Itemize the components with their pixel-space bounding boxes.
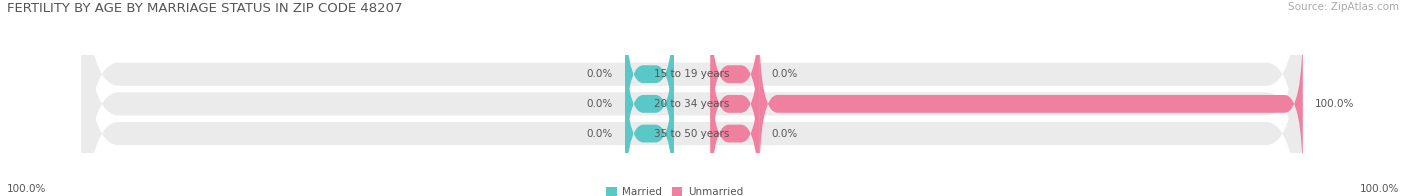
FancyBboxPatch shape (626, 0, 673, 154)
FancyBboxPatch shape (626, 24, 673, 184)
Text: 100.0%: 100.0% (7, 184, 46, 194)
Text: 0.0%: 0.0% (772, 129, 797, 139)
Legend: Married, Unmarried: Married, Unmarried (602, 183, 747, 196)
Text: FERTILITY BY AGE BY MARRIAGE STATUS IN ZIP CODE 48207: FERTILITY BY AGE BY MARRIAGE STATUS IN Z… (7, 2, 402, 15)
Text: Source: ZipAtlas.com: Source: ZipAtlas.com (1288, 2, 1399, 12)
Text: 0.0%: 0.0% (586, 99, 613, 109)
Text: 0.0%: 0.0% (586, 129, 613, 139)
Text: 20 to 34 years: 20 to 34 years (654, 99, 730, 109)
FancyBboxPatch shape (82, 0, 1303, 196)
FancyBboxPatch shape (82, 0, 1303, 196)
FancyBboxPatch shape (710, 53, 759, 196)
FancyBboxPatch shape (82, 0, 1303, 196)
Text: 35 to 50 years: 35 to 50 years (654, 129, 730, 139)
FancyBboxPatch shape (626, 53, 673, 196)
FancyBboxPatch shape (759, 24, 1303, 184)
FancyBboxPatch shape (710, 24, 759, 184)
Text: 0.0%: 0.0% (586, 69, 613, 79)
Text: 100.0%: 100.0% (1315, 99, 1354, 109)
Text: 15 to 19 years: 15 to 19 years (654, 69, 730, 79)
Text: 100.0%: 100.0% (1360, 184, 1399, 194)
FancyBboxPatch shape (710, 0, 759, 154)
Text: 0.0%: 0.0% (772, 69, 797, 79)
